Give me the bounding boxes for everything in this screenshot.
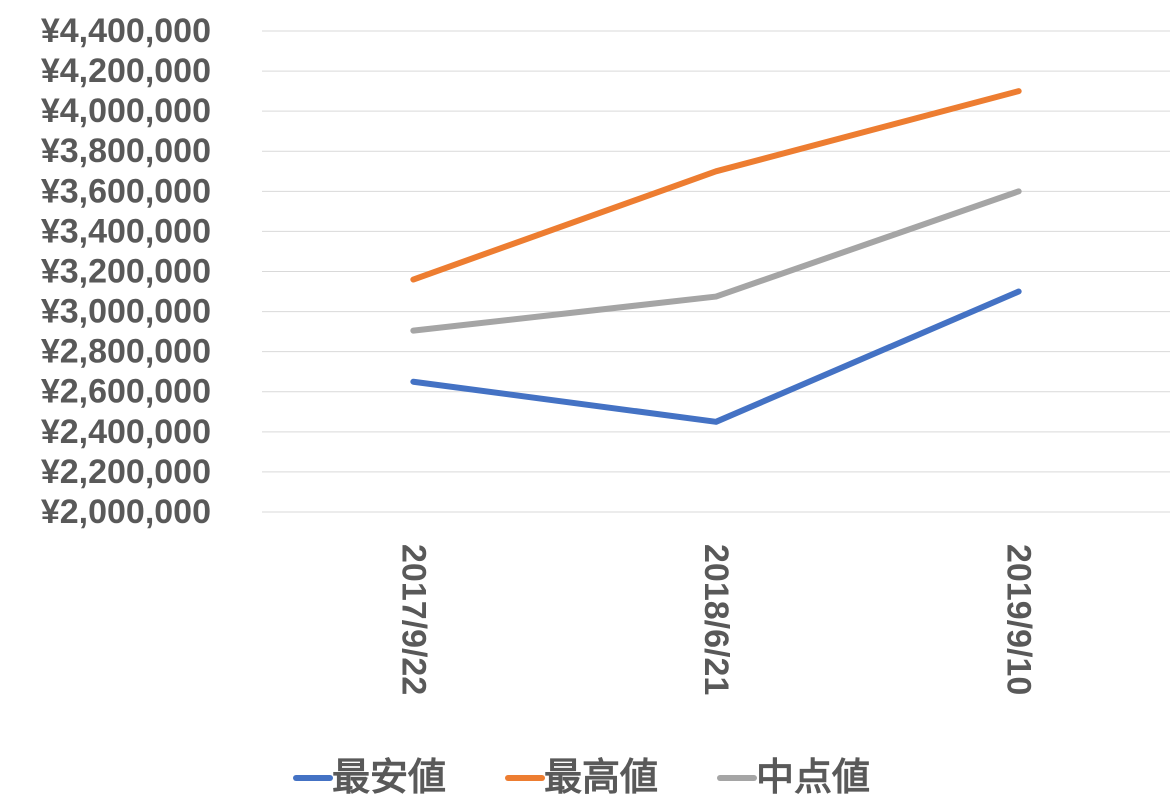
y-tick-label: ¥4,400,000 [41, 12, 211, 50]
x-tick-label: 2017/9/22 [394, 544, 432, 695]
y-tick-label: ¥3,800,000 [41, 132, 211, 170]
data-line [410, 288, 1022, 425]
legend-label: 最高値 [544, 757, 658, 799]
y-tick-label: ¥2,600,000 [41, 373, 211, 411]
y-tick-label: ¥4,000,000 [41, 92, 211, 130]
x-tick-label: 2019/9/10 [1000, 544, 1038, 695]
legend-label: 中点値 [756, 757, 870, 799]
y-tick-label: ¥3,600,000 [41, 172, 211, 210]
y-tick-label: ¥3,400,000 [41, 212, 211, 250]
y-tick-label: ¥4,200,000 [41, 52, 211, 90]
y-tick-label: ¥2,200,000 [41, 453, 211, 491]
y-tick-label: ¥3,000,000 [41, 293, 211, 331]
data-line [410, 188, 1022, 334]
y-tick-label: ¥3,200,000 [41, 252, 211, 290]
legend-label: 最安値 [332, 757, 446, 799]
y-tick-label: ¥2,000,000 [41, 493, 211, 531]
y-tick-label: ¥2,400,000 [41, 413, 211, 451]
data-line [410, 88, 1022, 283]
y-tick-label: ¥2,800,000 [41, 333, 211, 371]
x-tick-label: 2018/6/21 [697, 544, 735, 695]
